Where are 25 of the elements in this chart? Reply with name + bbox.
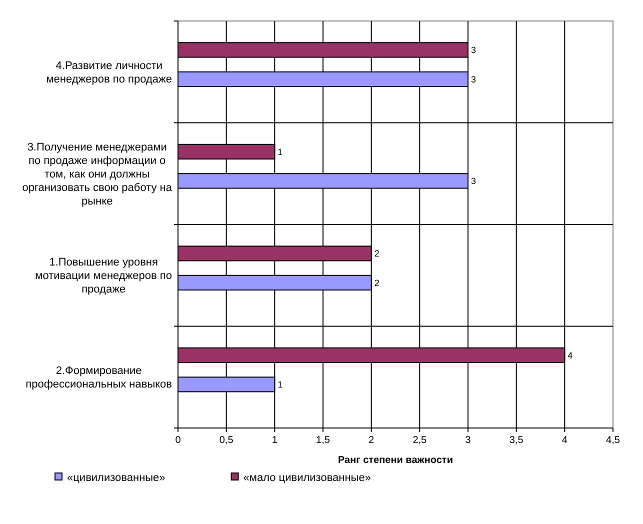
data-label: 3 bbox=[471, 74, 476, 84]
legend-label: «цивилизованные» bbox=[67, 472, 166, 484]
data-label: 4 bbox=[568, 350, 573, 360]
data-label: 2 bbox=[374, 248, 380, 259]
x-axis-title: Ранг степени важности bbox=[338, 455, 453, 466]
data-label: 2 bbox=[374, 278, 380, 288]
data-label: 1 bbox=[278, 146, 283, 157]
x-tick-label: 3 bbox=[465, 435, 472, 446]
x-tick-label: 1 bbox=[272, 435, 278, 446]
x-tick-label: 1,5 bbox=[316, 435, 330, 446]
y-tick-label: 3.Получение менеджерами по продаже информации о том, как они должны организовать свою работу на рынке bbox=[22, 141, 173, 208]
y-tick-label: 1.Повышение уровня мотивации менеджеров по продаже bbox=[35, 256, 172, 296]
x-tick-label: 0 bbox=[175, 435, 182, 446]
x-tick-label: 4,5 bbox=[606, 435, 620, 446]
legend-label: «мало цивилизованные» bbox=[243, 472, 371, 484]
data-label: 3 bbox=[471, 176, 476, 186]
x-tick-label: 4 bbox=[562, 435, 568, 446]
y-tick-label: 2.Формирование профессиональных навыков bbox=[26, 365, 172, 391]
data-label: 3 bbox=[471, 45, 476, 56]
data-label: 1 bbox=[278, 380, 283, 390]
x-tick-label: 3,5 bbox=[509, 435, 524, 446]
x-tick-label: 2,5 bbox=[412, 435, 428, 446]
y-tick-label: 4.Развитие личности менеджеров по продаже bbox=[46, 60, 172, 86]
x-tick-label: 0,5 bbox=[219, 435, 234, 446]
x-tick-label: 2 bbox=[368, 435, 375, 446]
